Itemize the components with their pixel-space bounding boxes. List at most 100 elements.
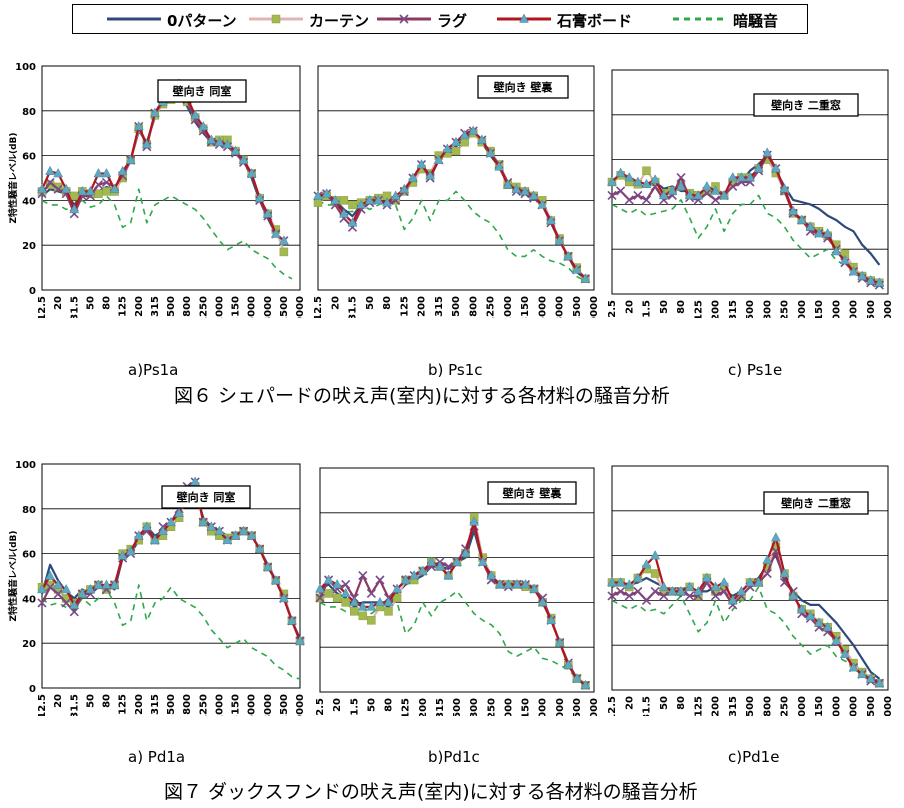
- data-point-board: [69, 203, 80, 214]
- data-point-board: [537, 199, 548, 209]
- data-point-rug: [762, 568, 772, 579]
- x-tick-label: 500: [745, 300, 756, 318]
- condition-label-box: 壁向き 同室: [157, 79, 247, 103]
- series-line-dark: [611, 586, 880, 682]
- y-tick-label: 100: [15, 460, 36, 471]
- series-line-dark: [317, 190, 586, 282]
- data-point-rug: [366, 588, 376, 599]
- x-tick-label: 50: [365, 296, 376, 310]
- x-tick-label: 200: [417, 296, 428, 317]
- x-tick-label: 315: [150, 296, 161, 317]
- data-point-board: [865, 673, 876, 683]
- x-tick-label: 5000: [538, 698, 549, 716]
- condition-label-box: 壁向き 壁裏: [487, 481, 577, 505]
- data-point-board: [349, 596, 360, 607]
- x-tick-label: 315: [728, 300, 739, 318]
- data-point-board: [198, 516, 209, 526]
- data-point-board: [45, 570, 55, 580]
- data-point-board: [141, 521, 152, 531]
- data-point-board: [710, 581, 721, 591]
- legend-label-rug: ラグ: [437, 12, 468, 30]
- condition-label-box: 壁向き 同室: [161, 485, 251, 509]
- x-tick-label: 1250: [780, 300, 791, 318]
- legend: 0パターン カーテン ラグ 石膏ボード 暗騒音: [72, 4, 808, 34]
- chart-svg-6: 12.5 20 31.5 50 80 125 200 315 500 800 1250 2000 315…: [607, 465, 894, 716]
- legend-swatch-curtain: [249, 14, 303, 24]
- data-point-curtain: [384, 607, 393, 616]
- data-point-board: [753, 163, 764, 173]
- x-tick-label: 12500: [279, 296, 290, 318]
- data-point-board: [865, 275, 876, 285]
- data-point-board: [270, 574, 281, 585]
- data-point-board: [332, 578, 343, 589]
- data-point-rug: [616, 186, 626, 196]
- data-point-board: [839, 648, 850, 658]
- x-tick-label: 12500: [866, 696, 877, 716]
- data-point-board: [198, 120, 209, 131]
- data-point-board: [641, 178, 652, 188]
- data-point-board: [425, 170, 436, 180]
- data-point-rug: [61, 598, 71, 608]
- data-point-rug: [710, 591, 721, 601]
- x-tick-label: 50: [366, 698, 377, 712]
- series-line-dark: [611, 194, 880, 286]
- data-point-board: [222, 534, 233, 544]
- data-point-board: [287, 615, 297, 625]
- data-point-board: [278, 592, 289, 603]
- y-tick-label: 60: [22, 550, 36, 561]
- data-point-board: [426, 556, 437, 566]
- data-point-board: [814, 617, 824, 627]
- legend-item-zero: 0パターン: [103, 5, 273, 33]
- data-point-board: [434, 561, 445, 571]
- x-tick-label: 31.5: [348, 296, 359, 318]
- y-tick-label: 40: [22, 196, 36, 207]
- data-point-board: [190, 109, 201, 120]
- data-point-rug: [53, 589, 63, 599]
- data-point-board: [133, 530, 144, 540]
- data-point-board: [133, 120, 144, 131]
- x-tick-label: 315: [728, 696, 739, 716]
- data-point-board: [537, 596, 548, 607]
- data-point-board: [839, 254, 850, 265]
- data-point-rug: [650, 586, 660, 597]
- data-point-board: [503, 578, 514, 589]
- data-point-board: [615, 576, 626, 587]
- data-point-board: [321, 188, 332, 198]
- data-point-board: [262, 561, 273, 571]
- x-tick-label: 12500: [572, 296, 583, 318]
- legend-label-board: 石膏ボード: [557, 12, 633, 30]
- data-point-board: [753, 576, 764, 587]
- x-tick-label: 500: [166, 296, 177, 317]
- data-point-board: [693, 585, 704, 596]
- data-point-board: [416, 159, 427, 169]
- x-tick-label: 500: [166, 694, 177, 715]
- data-point-board: [392, 583, 402, 593]
- legend-marker-rug: [399, 14, 409, 24]
- data-point-board: [340, 587, 351, 598]
- data-point-curtain: [358, 611, 368, 621]
- data-point-rug: [710, 195, 721, 205]
- legend-marker-curtain: [271, 14, 281, 24]
- condition-label-text: 壁向き 同室: [177, 490, 236, 504]
- chart-svg-1: 0 20 40 60 80 100 Z特性騒音レベル(dB) 12.5 20 31.5 50 80 12…: [7, 62, 306, 318]
- condition-label-frame: [477, 75, 569, 99]
- chart-panel-2: 12.5 20 31.5 50 80 125 200 315 500 800 1250 2000 315…: [310, 58, 602, 379]
- data-point-board: [607, 576, 617, 587]
- data-point-board: [580, 679, 591, 690]
- data-point-board: [779, 567, 790, 578]
- data-point-board: [399, 183, 410, 193]
- data-point-curtain: [451, 146, 461, 156]
- x-tick-label: 12.5: [37, 694, 48, 716]
- x-tick-label: 200: [711, 696, 722, 716]
- data-point-board: [417, 565, 428, 575]
- data-point-board: [676, 180, 686, 191]
- y-tick-label: 0: [29, 684, 36, 695]
- series-board: [607, 532, 885, 688]
- x-tick-label: 3150: [231, 694, 242, 716]
- data-point-rug: [624, 195, 634, 205]
- y-axis-label: Z特性騒音レベル(dB): [7, 132, 19, 223]
- chart-panel-6: 12.5 20 31.5 50 80 125 200 315 500 800 1250 2000 315…: [604, 456, 904, 766]
- data-point-board: [632, 572, 643, 582]
- data-point-board: [85, 185, 96, 196]
- data-point-board: [788, 590, 799, 600]
